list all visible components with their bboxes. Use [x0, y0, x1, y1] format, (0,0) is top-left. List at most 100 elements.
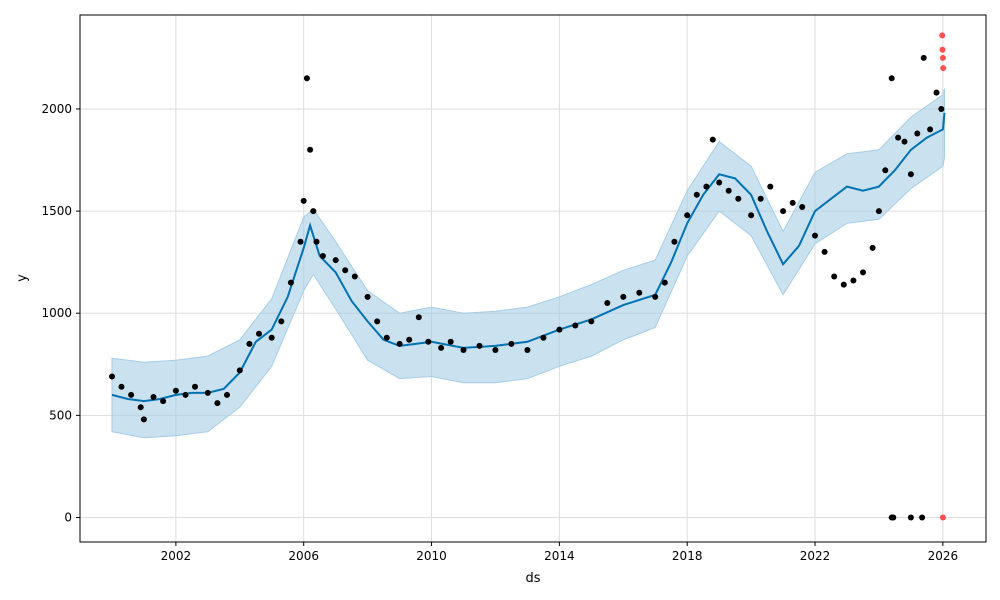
outlier-point: [939, 54, 946, 61]
observed-point: [160, 398, 167, 405]
x-tick-label: 2010: [416, 549, 447, 563]
observed-point: [447, 338, 454, 345]
observed-point: [693, 191, 700, 198]
observed-point: [725, 187, 732, 194]
observed-point: [300, 197, 307, 204]
observed-point: [128, 391, 135, 398]
observed-point: [895, 134, 902, 141]
observed-point: [236, 367, 243, 374]
observed-point: [342, 267, 349, 274]
observed-point: [246, 340, 253, 347]
x-tick-label: 2002: [161, 549, 192, 563]
observed-point: [268, 334, 275, 341]
x-tick-label: 2026: [928, 549, 959, 563]
x-tick-label: 2014: [544, 549, 575, 563]
observed-point: [875, 208, 882, 215]
observed-point: [150, 394, 157, 400]
observed-point: [204, 389, 211, 396]
observed-point: [303, 75, 310, 82]
observed-point: [907, 171, 914, 178]
observed-point: [476, 342, 483, 349]
observed-point: [927, 126, 934, 133]
observed-point: [313, 238, 320, 245]
x-tick-label: 2018: [672, 549, 703, 563]
observed-point: [652, 293, 659, 300]
observed-point: [383, 334, 390, 341]
x-axis-label: ds: [525, 571, 540, 586]
observed-point: [812, 232, 818, 239]
observed-point: [374, 318, 381, 325]
observed-point: [709, 136, 716, 143]
outlier-point: [940, 65, 947, 72]
observed-point: [789, 199, 796, 206]
observed-point: [396, 340, 403, 347]
observed-point: [415, 314, 422, 321]
observed-point: [620, 293, 627, 300]
observed-point: [933, 89, 940, 96]
y-tick-label: 1500: [41, 204, 72, 218]
observed-point: [319, 253, 326, 259]
observed-point: [297, 238, 304, 245]
observed-point: [840, 281, 847, 288]
observed-point: [287, 279, 294, 286]
grid-lines: [80, 15, 986, 542]
observed-point: [460, 347, 467, 353]
plot-frame: [79, 14, 987, 543]
observed-point: [757, 195, 764, 202]
observed-point: [438, 344, 445, 351]
interval-band: [111, 88, 945, 439]
observed-point: [860, 269, 866, 276]
observed-point: [907, 514, 914, 521]
observed-point: [882, 167, 889, 174]
observed-point: [364, 293, 371, 300]
observed-point: [214, 400, 221, 407]
outlier-point: [939, 514, 946, 521]
observed-point: [661, 279, 668, 286]
observed-point: [919, 514, 926, 521]
observed-point: [425, 338, 432, 345]
observed-point: [850, 277, 857, 284]
observed-point: [799, 204, 806, 210]
observed-point: [118, 383, 125, 390]
observed-point: [406, 336, 413, 343]
observed-point: [671, 238, 678, 245]
observed-point: [524, 347, 531, 353]
observed-point: [604, 300, 611, 306]
observed-point: [332, 257, 339, 264]
observed-point: [735, 195, 742, 202]
observed-point: [888, 75, 895, 82]
observed-point: [869, 244, 876, 251]
y-tick-label: 500: [49, 408, 72, 422]
observed-point: [307, 146, 314, 153]
observed-point: [137, 404, 144, 411]
y-tick-label: 1000: [41, 306, 72, 320]
observed-point: [703, 183, 710, 190]
x-axis-ticks: 2002 2006 2010 2014 2018 2022 2026: [161, 542, 959, 563]
x-tick-label: 2006: [288, 549, 319, 563]
observed-point: [890, 514, 897, 521]
y-tick-label: 2000: [41, 102, 72, 116]
y-axis-ticks: 0 500 1000 1500 2000: [41, 102, 80, 524]
observed-point: [140, 416, 147, 423]
observed-point: [938, 106, 945, 112]
observed-point: [588, 318, 595, 325]
x-tick-label: 2022: [800, 549, 831, 563]
observed-point: [492, 347, 499, 353]
outlier-point: [939, 32, 946, 39]
uncertainty-interval: [111, 88, 945, 439]
observed-point: [821, 248, 828, 255]
observed-point: [192, 383, 198, 390]
observed-point: [508, 340, 515, 347]
observed-point: [540, 334, 547, 341]
observed-point: [351, 273, 358, 280]
observed-point: [310, 208, 317, 215]
observed-point: [684, 212, 691, 219]
observed-point: [172, 387, 179, 394]
outlier-points: [939, 32, 947, 521]
observed-point: [780, 208, 787, 215]
observed-point: [716, 179, 723, 186]
observed-point: [920, 54, 927, 61]
observed-point: [767, 183, 774, 190]
